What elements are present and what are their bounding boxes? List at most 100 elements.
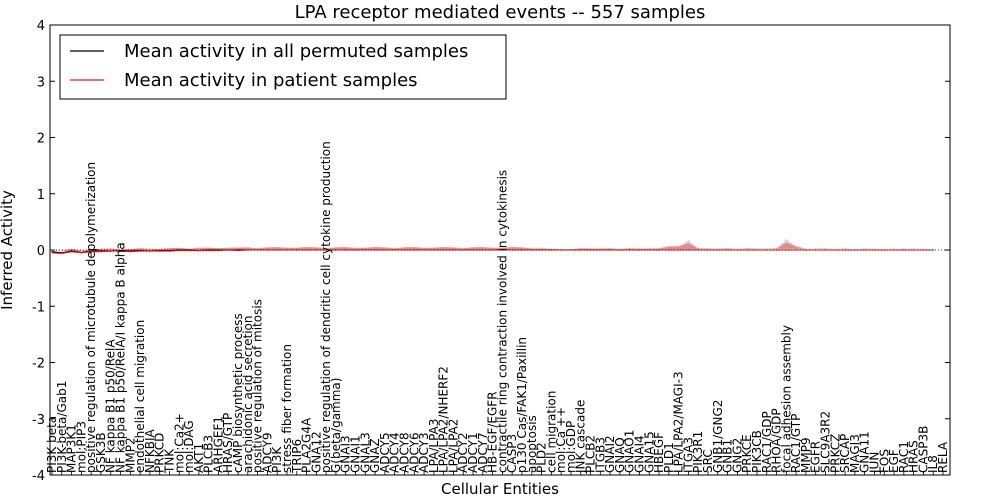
entity-label: positive regulation of microtubule depol… <box>84 162 98 473</box>
entity-label: mol:DAG <box>182 420 196 473</box>
point-patient-87 <box>903 249 905 251</box>
entity-label: MMP9 <box>799 437 813 473</box>
point-patient-69 <box>727 249 729 251</box>
entity-label: TNK <box>163 448 177 474</box>
entity-label: CASP3 <box>505 434 519 473</box>
point-patient-68 <box>717 249 719 251</box>
entity-label: focal adhesion assembly <box>779 325 793 473</box>
entity-label: GNAI1 <box>349 435 363 473</box>
entity-label: stress fiber formation <box>280 344 294 473</box>
entity-label: LPA/LPA2/NHERF2 <box>437 366 451 473</box>
entity-label: AKT1 <box>192 443 206 473</box>
entity-label: GNA15 <box>642 431 656 473</box>
entity-label: MAGI3 <box>848 434 862 473</box>
entity-label: NF kappa B1 p50/RelA <box>104 339 118 473</box>
entity-label: ADCY8 <box>398 432 412 473</box>
band-patient <box>52 242 934 252</box>
point-patient-83 <box>864 249 866 251</box>
y-tick-label-0: 0 <box>37 244 45 259</box>
entity-label: ADCY3 <box>417 432 431 473</box>
point-patient-64 <box>678 249 680 251</box>
point-patient-34 <box>384 249 386 251</box>
entity-label: HBEGF <box>652 432 666 473</box>
entity-label: GNAQ <box>613 437 627 473</box>
entity-label: PLD2 <box>535 442 549 473</box>
y-tick-label--4: -4 <box>32 469 45 484</box>
point-patient-49 <box>531 249 533 251</box>
point-patient-19 <box>237 250 239 252</box>
point-patient-16 <box>208 250 210 252</box>
x-axis-label: Cellular Entities <box>441 480 559 498</box>
entity-label: ADCY4 <box>388 432 402 473</box>
point-patient-5 <box>100 251 102 253</box>
entity-label: endothelial cell migration <box>133 320 147 473</box>
entity-label: mol:GDP <box>564 421 578 473</box>
point-patient-57 <box>609 249 611 251</box>
entity-label: HRAS/GTP <box>221 413 235 473</box>
point-patient-50 <box>541 249 543 251</box>
point-patient-79 <box>824 249 827 251</box>
series-lines <box>51 249 934 254</box>
entity-label: FOS <box>877 449 891 473</box>
entity-label: GSK3B <box>94 432 108 473</box>
entity-label: GNG2 <box>730 438 744 473</box>
entity-label: EGF <box>887 449 901 473</box>
point-patient-45 <box>492 249 494 251</box>
entity-label: contractile ring contraction involved in… <box>495 170 509 473</box>
entity-label: LPA/LPA2 <box>446 419 460 473</box>
entity-label: PRKCE <box>740 434 754 473</box>
entity-label: GNAI4 <box>633 435 647 473</box>
entity-label: cell migration <box>544 391 558 473</box>
point-patient-72 <box>756 249 758 251</box>
point-patient-46 <box>501 249 503 251</box>
point-patient-12 <box>168 250 171 252</box>
point-patient-61 <box>648 249 650 251</box>
entity-label: SRC <box>701 449 715 473</box>
point-patient-4 <box>90 251 92 253</box>
entity-label: ITGA3 <box>681 437 695 473</box>
point-patient-10 <box>149 250 151 252</box>
entity-label: JUN <box>868 452 882 474</box>
point-patient-30 <box>345 249 347 251</box>
entity-label: NF kappa B1 p50/RelA/I kappa B alpha <box>114 242 128 473</box>
entity-label: cAMP biosynthetic process <box>231 313 245 473</box>
point-patient-80 <box>834 249 836 251</box>
entity-label: GNB1 <box>721 439 735 473</box>
entity-label: PLCB2 <box>584 435 598 473</box>
entity-label: ITGB3 <box>593 437 607 473</box>
entity-label: ADCY7 <box>476 432 490 473</box>
y-tick-label-4: 4 <box>37 19 45 34</box>
point-patient-8 <box>129 251 131 253</box>
entity-label: ADCY2 <box>456 432 470 473</box>
point-patient-76 <box>795 249 797 251</box>
entity-label: positive regulation of mitosis <box>251 299 265 473</box>
legend-entry-permuted: Mean activity in all permuted samples <box>124 41 468 62</box>
entity-label: positive regulation of dendritic cell cy… <box>319 141 333 473</box>
entity-label: mol:Ca ++ <box>554 407 568 473</box>
entity-label: LPA/LPA2/MAGI-3 <box>672 371 686 473</box>
entity-label: ADCY5 <box>378 432 392 473</box>
y-axis-label: Inferred Activity <box>0 190 16 310</box>
point-patient-7 <box>119 250 122 252</box>
entity-label: PIK3CB <box>750 430 764 473</box>
entity-label: JNK cascade <box>574 400 588 474</box>
entity-label: SLC9A3R2 <box>819 411 833 473</box>
entity-label: RELA <box>936 441 950 473</box>
entity-label: HRAS <box>907 440 921 473</box>
entity-label: PLCB3 <box>202 435 216 473</box>
entity-label: PLA2G4A <box>300 417 314 473</box>
point-patient-22 <box>266 249 268 251</box>
entity-label: mol:PIP3 <box>74 421 88 473</box>
entity-label: CASP3B <box>916 426 930 473</box>
entity-label: PRKCZ <box>828 434 842 473</box>
point-patient-1 <box>61 252 63 254</box>
point-patient-60 <box>638 249 641 251</box>
y-tick-label-2: 2 <box>37 132 45 147</box>
point-patient-11 <box>159 250 161 252</box>
point-patient-65 <box>687 249 690 251</box>
point-patient-9 <box>139 250 141 252</box>
point-patient-6 <box>110 250 112 252</box>
entity-label: TRIP6 <box>290 439 304 474</box>
entity-label: arachidonic acid secretion <box>241 316 255 473</box>
